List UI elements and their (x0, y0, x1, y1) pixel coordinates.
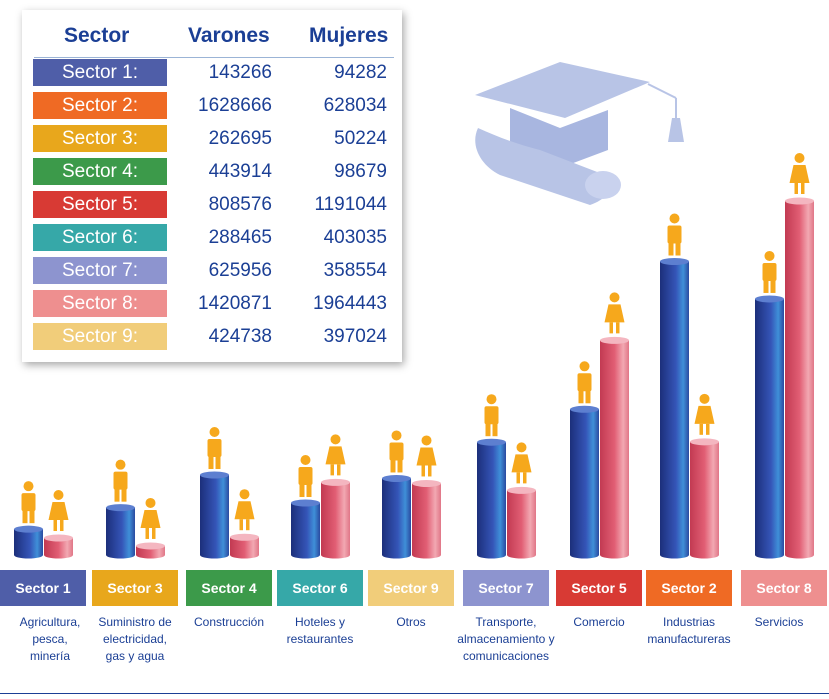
bottom-divider (0, 693, 829, 694)
table-row: Sector 8: 1420871 1964443 (22, 290, 402, 317)
mujeres-value: 98679 (334, 161, 387, 182)
sector-label: Sector 2: (33, 92, 167, 119)
category-label: Sector 5 (556, 570, 642, 606)
sector-label: Sector 3: (33, 125, 167, 152)
bar-mujeres (412, 479, 441, 559)
sector-label: Sector 5: (33, 191, 167, 218)
category-label: Sector 3 (92, 570, 178, 606)
bar-varones (570, 405, 599, 559)
table-row: Sector 1: 143266 94282 (22, 59, 402, 86)
category-label: Sector 7 (463, 570, 549, 606)
bar-mujeres (785, 197, 814, 559)
sector-label: Sector 4: (33, 158, 167, 185)
woman-icon (140, 497, 161, 539)
woman-icon (604, 292, 625, 334)
bar-varones (755, 295, 784, 559)
woman-icon (694, 393, 715, 435)
category-description: Agricultura, pesca, minería (19, 615, 81, 663)
data-table: Sector Varones Mujeres Sector 1: 143266 94… (22, 10, 402, 362)
varones-value: 1420871 (198, 293, 272, 314)
bar-mujeres (507, 486, 536, 559)
sector-label: Sector 1: (33, 59, 167, 86)
category-label: Sector 2 (646, 570, 732, 606)
woman-icon (416, 435, 437, 477)
header-varones: Varones (188, 24, 270, 47)
category-description: Comercio (573, 615, 625, 629)
varones-value: 808576 (208, 194, 272, 215)
bar-mujeres (230, 533, 259, 559)
header-divider (34, 57, 394, 58)
man-icon (389, 430, 404, 473)
category-description: Construcción (193, 615, 265, 629)
category-description: Suministro de electricidad, gas y agua (98, 615, 172, 663)
man-icon (667, 213, 682, 256)
varones-value: 262695 (208, 128, 272, 149)
sector-label: Sector 7: (33, 257, 167, 284)
man-icon (207, 427, 222, 470)
woman-icon (789, 153, 810, 194)
graduation-cap-icon (475, 62, 684, 205)
sector-label: Sector 8: (33, 290, 167, 317)
sector-label: Sector 9: (33, 323, 167, 350)
bar-mujeres (136, 542, 165, 559)
mujeres-value: 50224 (334, 128, 387, 149)
mujeres-value: 1964443 (313, 293, 387, 314)
bar-varones (382, 474, 411, 559)
mujeres-value: 397024 (323, 326, 387, 347)
mujeres-value: 1191044 (314, 194, 387, 215)
man-icon (484, 394, 499, 437)
table-row: Sector 7: 625956 358554 (22, 257, 402, 284)
varones-value: 1628666 (198, 95, 272, 116)
category-label: Sector 8 (741, 570, 827, 606)
varones-value: 625956 (208, 260, 272, 281)
man-icon (298, 455, 313, 498)
header-mujeres: Mujeres (309, 24, 389, 47)
category-label: Sector 1 (0, 570, 86, 606)
man-icon (21, 481, 36, 524)
category-label: Sector 9 (368, 570, 454, 606)
bar-varones (291, 499, 320, 559)
table-row: Sector 2: 1628666 628034 (22, 92, 402, 119)
bar-mujeres (44, 534, 73, 559)
bar-varones (200, 471, 229, 559)
category-description: Transporte, almacenamiento y comunicacio… (457, 615, 555, 663)
category-description: Servicios (754, 615, 804, 629)
mujeres-value: 94282 (334, 62, 387, 83)
category-description: Hoteles y restaurantes (286, 615, 354, 646)
category-description: Industrias manufactureras (647, 615, 731, 646)
sector-label: Sector 6: (33, 224, 167, 251)
bar-varones (14, 525, 43, 559)
woman-icon (325, 434, 346, 476)
category-label: Sector 4 (186, 570, 272, 606)
mujeres-value: 628034 (323, 95, 387, 116)
bar-varones (106, 504, 135, 559)
varones-value: 288465 (208, 227, 272, 248)
bar-mujeres (321, 478, 350, 559)
table-row: Sector 4: 443914 98679 (22, 158, 402, 185)
bar-mujeres (600, 336, 629, 559)
woman-icon (234, 489, 255, 531)
table-row: Sector 3: 262695 50224 (22, 125, 402, 152)
woman-icon (48, 490, 69, 532)
varones-value: 443914 (208, 161, 272, 182)
man-icon (762, 250, 777, 293)
man-icon (113, 459, 128, 502)
table-row: Sector 6: 288465 403035 (22, 224, 402, 251)
category-label: Sector 6 (277, 570, 363, 606)
varones-value: 424738 (208, 326, 272, 347)
table-row: Sector 9: 424738 397024 (22, 323, 402, 350)
bar-mujeres (690, 438, 719, 559)
category-description: Otros (396, 615, 426, 629)
bar-varones (660, 258, 689, 559)
mujeres-value: 403035 (323, 227, 387, 248)
table-header: Sector Varones Mujeres (22, 20, 402, 56)
bar-varones (477, 438, 506, 559)
man-icon (577, 361, 592, 404)
mujeres-value: 358554 (323, 260, 387, 281)
table-row: Sector 5: 808576 1191044 (22, 191, 402, 218)
varones-value: 143266 (208, 62, 272, 83)
woman-icon (511, 442, 532, 484)
header-sector: Sector (64, 24, 130, 47)
